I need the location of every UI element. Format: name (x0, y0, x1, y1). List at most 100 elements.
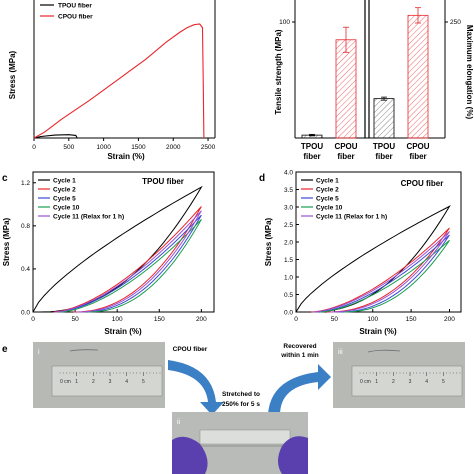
panel-d-ytick-label: 3.5 (284, 187, 293, 194)
panel-c-legend-label: Cycle 5 (53, 196, 76, 203)
panel-c-cycle-line-3 (60, 219, 202, 313)
panel-a-xtick-label: 0 (32, 144, 36, 151)
photo-ii: ii (172, 412, 308, 474)
panel-d-xtick-label: 150 (406, 316, 417, 323)
panel-d-ytick-label: 0.5 (284, 292, 293, 299)
panel-a-series-line-1 (33, 23, 205, 139)
photo-i: 0 cm 1 2 3 4 5 i (33, 342, 165, 408)
panel-d-xlabel: Strain (%) (359, 327, 397, 336)
panel-c-cyclic: 0 50 100 150 200 0.0 0.4 0.8 1.2 TPOU fiber Cycl… (2, 171, 215, 336)
photo-iii-label: iii (338, 349, 343, 356)
caption-recovered-2: within 1 min (280, 352, 319, 359)
panel-c-annotation: TPOU fiber (142, 177, 184, 186)
panel-letter-c: c (2, 173, 8, 184)
panel-a-xtick-label: 1500 (131, 144, 146, 151)
panel-d-cyclic: 0 50 100 150 2000.00.51.01.52.02.53.03.54.0 … (264, 169, 462, 336)
arrow-stretch-icon (168, 360, 224, 415)
panel-b-bar (373, 98, 395, 139)
panel-b-category-line1: CPOU (406, 142, 429, 151)
panel-a-stress-strain: 0 500 1000 1500 2000 2500 Strain (%) Stress (… (8, 0, 216, 161)
panel-d-cycle-line-2 (317, 234, 450, 313)
caption-stretched-1: Stretched to (222, 391, 260, 398)
caption-recovered-1: Recovered (283, 343, 316, 350)
panel-c-ylabel: Stress (MPa) (2, 217, 11, 266)
ruler-number: 4 (125, 379, 128, 385)
panel-c-xtick-label: 50 (71, 316, 79, 323)
panel-b-bar (407, 14, 429, 139)
panel-d-xtick-label: 200 (444, 316, 455, 323)
panel-d-ytick-label: 1.0 (284, 274, 293, 281)
panel-d-ytick-label: 2.5 (284, 222, 293, 229)
panel-b-category-line1: TPOU (373, 142, 395, 151)
ruler-number: 5 (142, 379, 145, 385)
panel-c-cycle-line-4 (54, 210, 202, 313)
panel-c-legend-label: Cycle 10 (53, 205, 80, 212)
panel-c-cycle-line-2 (57, 214, 202, 313)
panel-letter-e: e (2, 344, 8, 355)
panel-b-category-line2: fiber (375, 152, 392, 161)
ruler-number: 1 (75, 379, 78, 385)
panel-b-right-tick: 250 (450, 19, 461, 26)
panel-b-right-ylabel: Maximum elongation (%) (465, 25, 474, 120)
legend-cpou: CPOU fiber (58, 14, 93, 21)
panel-a-xtick-label: 500 (63, 144, 74, 151)
panel-c-xtick-label: 150 (154, 316, 165, 323)
panel-b-left-tick: 100 (279, 19, 290, 26)
panel-d-ytick-label: 3.0 (284, 204, 293, 211)
caption-cpou-fiber: CPOU fiber (173, 346, 208, 353)
panel-b-category-line1: CPOU (334, 142, 357, 151)
panel-d-legend-label: Cycle 11 (Relax for 1 h) (316, 214, 387, 221)
panel-b-left-ylabel: Tensile strength (MPa) (274, 29, 283, 115)
panel-c-xtick-label: 0 (31, 316, 35, 323)
panel-c-legend-label: Cycle 11 (Relax for 1 h) (53, 214, 124, 221)
photo-ii-label: ii (177, 419, 181, 426)
panel-b-bar (335, 39, 357, 139)
ruler-number: 3 (109, 379, 112, 385)
panel-b-category-line1: TPOU (301, 142, 323, 151)
panel-d-legend-label: Cycle 1 (316, 178, 339, 185)
ruler-number: 2 (92, 379, 95, 385)
ruler-unit-label: 0 cm (360, 379, 371, 385)
panel-d-xtick-label: 100 (367, 316, 378, 323)
legend-tpou: TPOU fiber (58, 3, 92, 10)
panel-letter-d: d (259, 173, 265, 184)
panel-b-category-line2: fiber (337, 152, 354, 161)
panel-d-ylabel: Stress (MPa) (264, 217, 273, 266)
ruler-number: 1 (375, 379, 378, 385)
photo-iii: 0 cm 1 2 3 4 5 iii (333, 342, 465, 408)
panel-d-cycle-line-4 (313, 231, 450, 313)
panel-d-cycle-line-3 (319, 239, 450, 313)
ruler-number: 5 (442, 379, 445, 385)
panel-b-bar-chart: 100 250 TPOUfiberCPOUfiberTPOUfiberCPOUf… (274, 0, 474, 161)
ruler-number: 3 (409, 379, 412, 385)
panel-a-series-line-0 (33, 134, 78, 139)
panel-d-ytick-label: 2.0 (284, 239, 293, 246)
panel-c-ytick-label: 0.0 (21, 309, 30, 316)
panel-c-ytick-label: 0.4 (21, 266, 30, 273)
panel-c-legend-label: Cycle 1 (53, 178, 76, 185)
panel-a-xtick-label: 2500 (201, 144, 216, 151)
panel-a-xtick-label: 2000 (166, 144, 181, 151)
caption-stretched-2: 250% for 5 s (222, 401, 260, 408)
panel-d-annotation: CPOU fiber (401, 179, 444, 188)
panel-d-xtick-label: 50 (331, 316, 339, 323)
panel-d-cycle-line-1 (311, 227, 450, 313)
panel-d-ytick-label: 1.5 (284, 257, 293, 264)
photo-i-label: i (38, 349, 40, 356)
ruler-number: 4 (425, 379, 428, 385)
ruler-number: 2 (392, 379, 395, 385)
panel-a-xtick-label: 1000 (96, 144, 111, 151)
panel-c-xtick-label: 100 (112, 316, 123, 323)
arrow-recover-icon (268, 364, 331, 415)
panel-a-xlabel: Strain (%) (107, 152, 145, 161)
panel-b-category-line2: fiber (303, 152, 320, 161)
panel-a-ylabel: Stress (MPa) (8, 50, 17, 99)
ruler-unit-label: 0 cm (60, 379, 71, 385)
panel-d-legend-label: Cycle 5 (316, 196, 339, 203)
panel-d-ytick-label: 4.0 (284, 169, 293, 176)
panel-d-xtick-label: 0 (294, 316, 298, 323)
panel-c-legend-label: Cycle 2 (53, 187, 76, 194)
panel-d-cycle-line-0 (295, 205, 451, 313)
panel-c-ytick-label: 1.2 (21, 180, 30, 187)
